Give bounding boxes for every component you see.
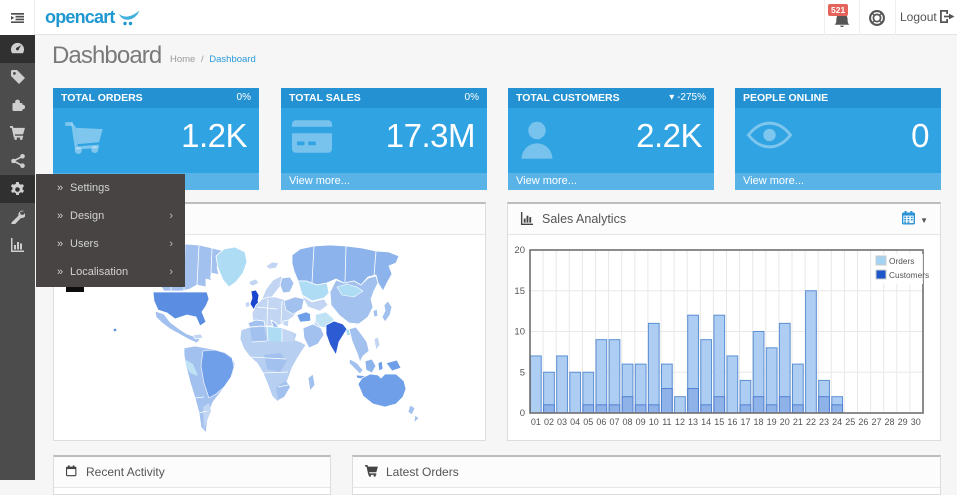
svg-text:04: 04 [570,417,580,427]
svg-text:09: 09 [636,417,646,427]
svg-text:0: 0 [520,408,525,419]
svg-text:Customers: Customers [889,270,929,280]
svg-text:22: 22 [806,417,816,427]
svg-text:18: 18 [754,417,764,427]
svg-text:21: 21 [793,417,803,427]
svg-text:03: 03 [557,417,567,427]
svg-text:08: 08 [623,417,633,427]
svg-text:15: 15 [514,286,525,297]
svg-text:05: 05 [583,417,593,427]
svg-text:26: 26 [858,417,868,427]
svg-text:30: 30 [911,417,921,427]
svg-text:Orders: Orders [889,256,914,266]
svg-text:20: 20 [514,245,525,256]
svg-text:10: 10 [649,417,659,427]
svg-text:14: 14 [701,417,711,427]
svg-text:13: 13 [688,417,698,427]
svg-text:25: 25 [845,417,855,427]
svg-text:10: 10 [514,327,525,338]
svg-text:07: 07 [609,417,619,427]
svg-text:01: 01 [531,417,541,427]
svg-text:15: 15 [714,417,724,427]
svg-text:12: 12 [675,417,685,427]
svg-text:28: 28 [885,417,895,427]
svg-text:16: 16 [727,417,737,427]
svg-text:20: 20 [780,417,790,427]
svg-text:23: 23 [819,417,829,427]
svg-text:17: 17 [740,417,750,427]
svg-text:27: 27 [871,417,881,427]
svg-text:11: 11 [662,417,671,427]
svg-text:02: 02 [544,417,554,427]
svg-text:24: 24 [832,417,842,427]
svg-text:29: 29 [898,417,908,427]
svg-text:5: 5 [520,367,525,378]
svg-text:19: 19 [767,417,777,427]
svg-text:06: 06 [596,417,606,427]
